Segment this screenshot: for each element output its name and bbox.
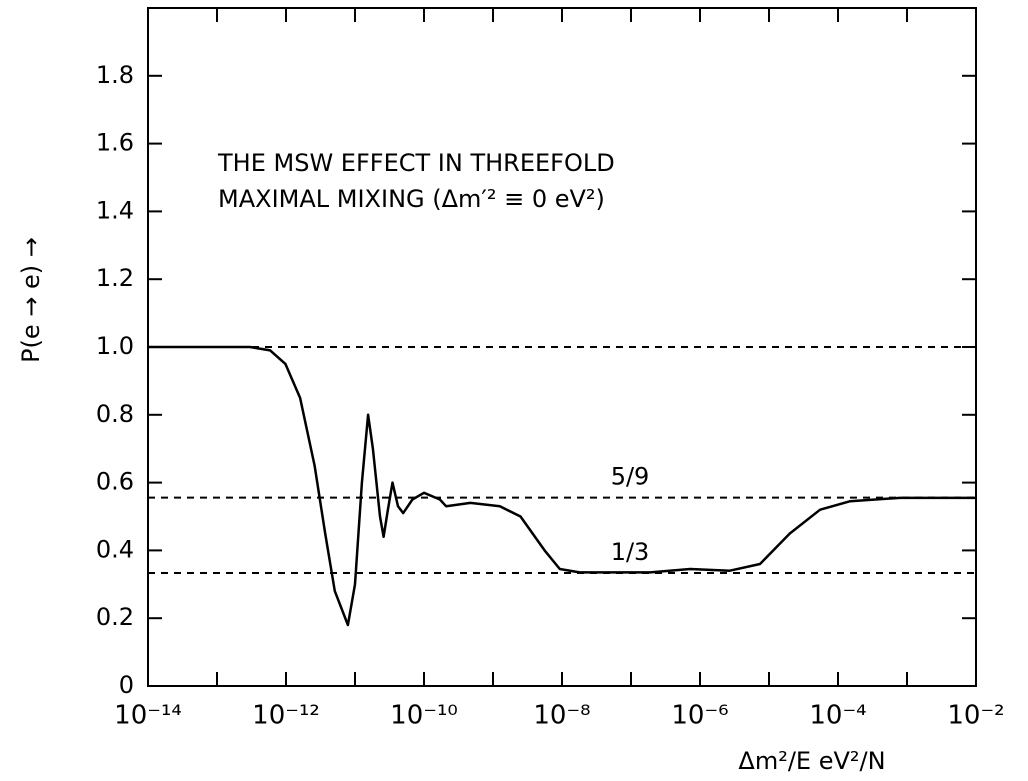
x-tick-label: 10⁻¹⁴ [114, 701, 182, 731]
x-tick-label: 10⁻⁸ [533, 701, 590, 731]
y-tick-label: 0 [119, 671, 134, 699]
y-tick-label: 1.0 [96, 332, 134, 360]
annotation: 1/3 [611, 538, 650, 566]
annotation: 5/9 [611, 463, 650, 491]
y-axis-label: P(e → e) → [17, 237, 45, 363]
x-tick-label: 10⁻¹⁰ [390, 701, 458, 731]
y-tick-label: 1.8 [96, 61, 134, 89]
y-tick-label: 0.6 [96, 468, 134, 496]
x-tick-label: 10⁻¹² [252, 701, 320, 731]
y-tick-label: 0.8 [96, 400, 134, 428]
x-tick-label: 10⁻⁶ [671, 701, 728, 731]
x-tick-label: 10⁻⁴ [809, 701, 866, 731]
data-line [148, 345, 976, 627]
y-tick-label: 1.2 [96, 264, 134, 292]
y-tick-label: 1.4 [96, 196, 134, 224]
y-tick-label: 1.6 [96, 129, 134, 157]
title-line-1: THE MSW EFFECT IN THREEFOLD [217, 149, 615, 177]
y-tick-label: 0.4 [96, 535, 134, 563]
x-axis-label: Δm²/E eV²/N [738, 747, 885, 775]
y-tick-label: 0.2 [96, 603, 134, 631]
title-line-2: MAXIMAL MIXING (Δm′² ≡ 0 eV²) [218, 185, 605, 213]
x-tick-label: 10⁻² [947, 701, 1004, 731]
